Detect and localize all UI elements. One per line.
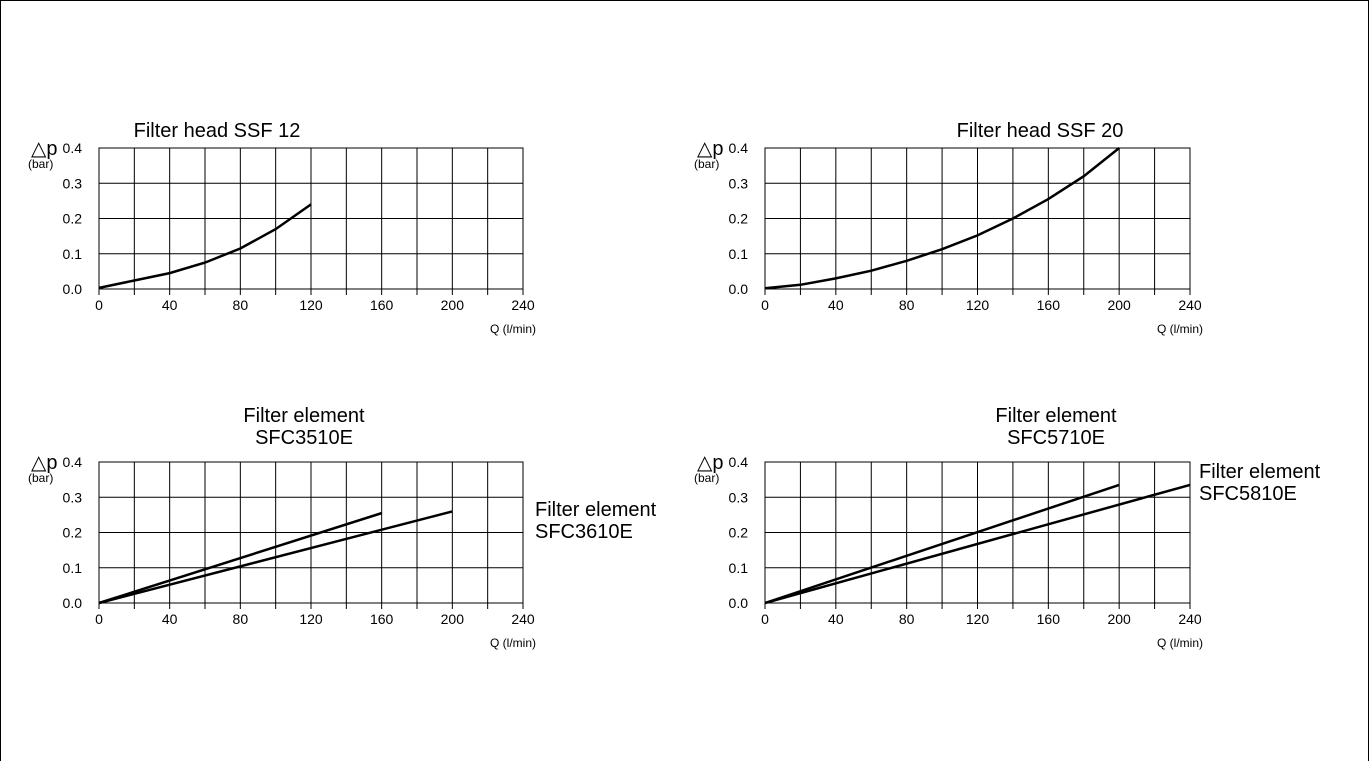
side-label: SFC3610E [535, 521, 633, 543]
x-tick-label: 120 [299, 297, 323, 313]
y-tick-label: 0.0 [63, 281, 83, 297]
x-tick-label: 160 [370, 297, 394, 313]
x-tick-label: 40 [162, 611, 178, 627]
series-line-1 [98, 511, 383, 605]
y-tick-label: 0.3 [729, 489, 749, 505]
chart-title: Filter head SSF 12 [134, 120, 301, 142]
y-tick-label: 0.2 [63, 525, 83, 541]
y-axis-unit: (bar) [28, 471, 53, 485]
x-tick-label: 240 [511, 611, 535, 627]
chart-panel-1: 0 40 80 120 160 200 240 0.0 0.1 0.2 0.3 0.4 △p(bar) Q… [28, 120, 536, 336]
x-tick-label: 0 [761, 611, 769, 627]
side-label: SFC5810E [1199, 483, 1297, 505]
y-tick-label: 0.3 [729, 175, 749, 191]
x-tick-label: 0 [761, 297, 769, 313]
x-tick-label: 80 [233, 297, 249, 313]
x-axis-label: Q (l/min) [490, 636, 536, 650]
x-tick-label: 0 [95, 297, 103, 313]
chart-title: Filter element [243, 405, 365, 427]
y-tick-label: 0.2 [63, 211, 83, 227]
x-tick-label: 80 [899, 611, 915, 627]
x-tick-label: 40 [162, 297, 178, 313]
y-axis-label: △p [31, 452, 58, 474]
x-axis-label: Q (l/min) [1157, 636, 1203, 650]
series-line-1 [764, 483, 1120, 605]
x-tick-label: 120 [966, 611, 990, 627]
side-label: Filter element [1199, 461, 1321, 483]
x-tick-label: 160 [1037, 611, 1061, 627]
series-line-1 [764, 147, 1120, 290]
x-tick-label: 240 [1178, 611, 1202, 627]
chart-panel-2: 0 40 80 120 160 200 240 0.0 0.1 0.2 0.3 0.4 △p(bar) Q… [694, 120, 1203, 336]
y-axis-label: △p [697, 138, 724, 160]
x-tick-label: 200 [1107, 297, 1131, 313]
side-label: Filter element [535, 499, 657, 521]
y-tick-label: 0.1 [729, 560, 749, 576]
chart-title: SFC5710E [1007, 427, 1105, 449]
y-tick-label: 0.1 [63, 560, 83, 576]
y-tick-label: 0.3 [63, 489, 83, 505]
x-tick-label: 200 [1107, 611, 1131, 627]
y-tick-label: 0.3 [63, 175, 83, 191]
y-tick-label: 0.0 [729, 595, 749, 611]
x-tick-label: 120 [299, 611, 323, 627]
y-tick-label: 0.1 [729, 246, 749, 262]
x-axis-label: Q (l/min) [490, 322, 536, 336]
y-axis-label: △p [697, 452, 724, 474]
y-tick-label: 0.4 [63, 140, 83, 156]
x-tick-label: 200 [441, 611, 465, 627]
series-line-2 [98, 510, 453, 605]
x-tick-label: 0 [95, 611, 103, 627]
x-tick-label: 240 [1178, 297, 1202, 313]
chart-title: Filter head SSF 20 [957, 120, 1124, 142]
y-tick-label: 0.2 [729, 211, 749, 227]
x-tick-label: 160 [1037, 297, 1061, 313]
y-axis-label: △p [31, 138, 58, 160]
y-axis-unit: (bar) [28, 157, 53, 171]
chart-panel-3: 0 40 80 120 160 200 240 0.0 0.1 0.2 0.3 0.4 △p(bar) Q… [28, 405, 657, 650]
y-tick-label: 0.4 [729, 140, 749, 156]
y-tick-label: 0.0 [63, 595, 83, 611]
x-tick-label: 40 [828, 297, 844, 313]
x-tick-label: 200 [441, 297, 465, 313]
y-tick-label: 0.4 [63, 454, 83, 470]
chart-title: Filter element [995, 405, 1117, 427]
x-tick-label: 40 [828, 611, 844, 627]
y-axis-unit: (bar) [694, 157, 719, 171]
x-tick-label: 80 [899, 297, 915, 313]
chart-panel-4: 0 40 80 120 160 200 240 0.0 0.1 0.2 0.3 0.4 △p(bar) Q… [694, 405, 1321, 650]
y-tick-label: 0.4 [729, 454, 749, 470]
x-axis-label: Q (l/min) [1157, 322, 1203, 336]
y-tick-label: 0.1 [63, 246, 83, 262]
y-tick-label: 0.2 [729, 525, 749, 541]
series-line-2 [764, 483, 1191, 605]
series-line-1 [98, 203, 312, 290]
x-tick-label: 240 [511, 297, 535, 313]
y-axis-unit: (bar) [694, 471, 719, 485]
chart-title: SFC3510E [255, 427, 353, 449]
x-tick-label: 120 [966, 297, 990, 313]
x-tick-label: 80 [233, 611, 249, 627]
y-tick-label: 0.0 [729, 281, 749, 297]
x-tick-label: 160 [370, 611, 394, 627]
